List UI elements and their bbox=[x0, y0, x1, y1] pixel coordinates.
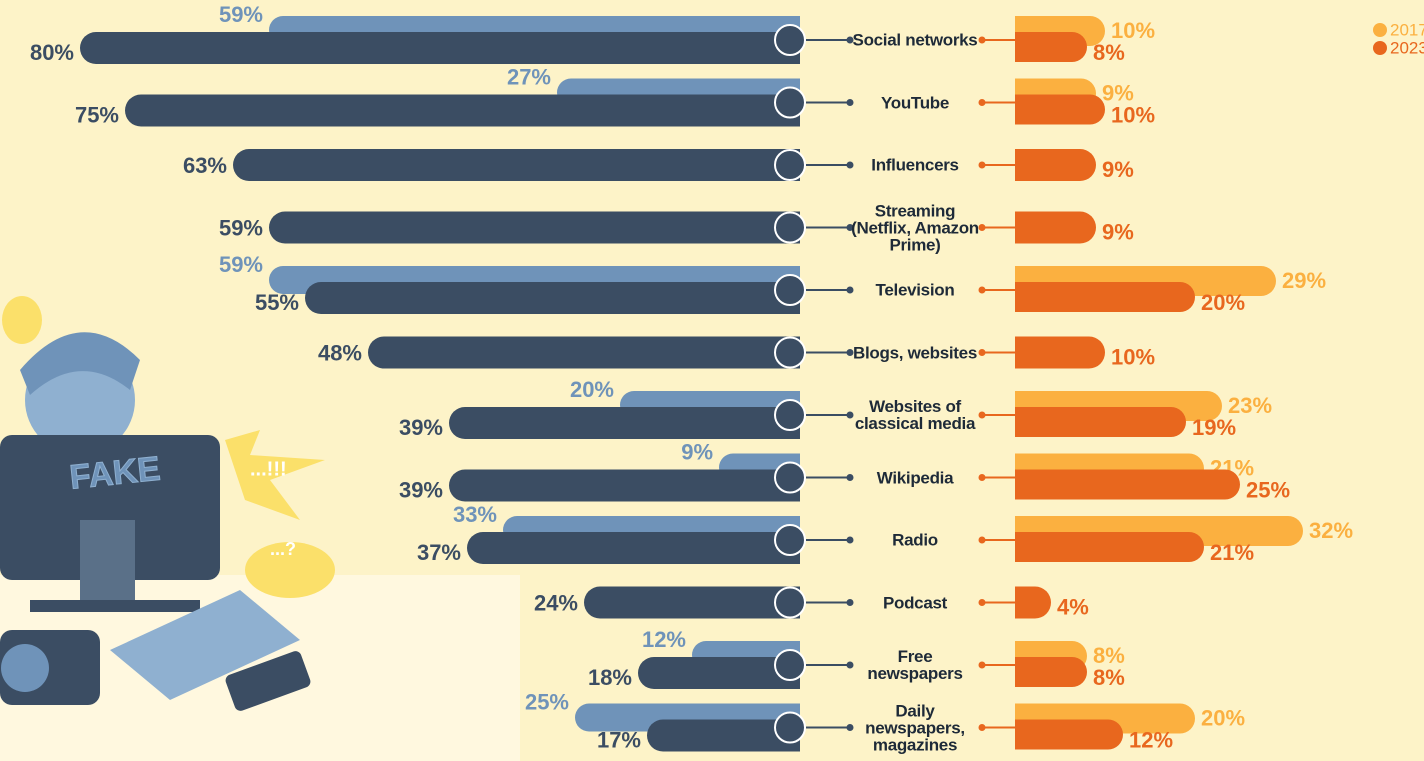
value-label: 10% bbox=[1111, 102, 1155, 127]
connector-dot bbox=[979, 662, 986, 669]
bar bbox=[1015, 282, 1195, 312]
bar bbox=[269, 212, 800, 244]
connector-dot bbox=[979, 474, 986, 481]
value-label: 19% bbox=[1192, 415, 1236, 440]
icon bbox=[775, 213, 805, 243]
connector-dot bbox=[979, 162, 986, 169]
value-label: 20% bbox=[1201, 290, 1245, 315]
category-label: Blogs, websites bbox=[853, 344, 978, 361]
value-label: 59% bbox=[219, 252, 263, 277]
value-label: 32% bbox=[1309, 518, 1353, 543]
annotation: ...!!! bbox=[250, 458, 287, 480]
icon bbox=[775, 338, 805, 368]
icon bbox=[775, 275, 805, 305]
icon bbox=[775, 150, 805, 180]
bar bbox=[1015, 212, 1096, 244]
value-label: 21% bbox=[1210, 540, 1254, 565]
bar bbox=[1015, 337, 1105, 369]
value-label: 48% bbox=[318, 340, 362, 365]
annotation: ...? bbox=[270, 539, 296, 559]
value-label: 24% bbox=[534, 590, 578, 615]
connector-dot bbox=[979, 537, 986, 544]
value-label: 39% bbox=[399, 477, 443, 502]
icon bbox=[775, 525, 805, 555]
category-label: Daily newspapers, magazines bbox=[845, 702, 985, 753]
value-label: 25% bbox=[1246, 477, 1290, 502]
icon bbox=[775, 650, 805, 680]
value-label: 9% bbox=[1102, 157, 1134, 182]
bar bbox=[1015, 657, 1087, 687]
connector-dot bbox=[979, 349, 986, 356]
value-label: 20% bbox=[570, 377, 614, 402]
bar bbox=[1015, 720, 1123, 750]
bar bbox=[233, 149, 800, 181]
value-label: 27% bbox=[507, 64, 551, 89]
icon bbox=[775, 713, 805, 743]
legend-label: 2017 bbox=[1390, 20, 1424, 39]
category-label: Websites of classical media bbox=[845, 398, 985, 432]
category-label: Free newspapers bbox=[853, 648, 978, 682]
bar bbox=[1015, 470, 1240, 500]
icon bbox=[775, 463, 805, 493]
bar bbox=[1015, 587, 1051, 619]
legend-label: 2023 bbox=[1390, 38, 1424, 57]
bar bbox=[1015, 32, 1087, 62]
icon bbox=[775, 25, 805, 55]
value-label: 18% bbox=[588, 665, 632, 690]
bar bbox=[449, 470, 800, 502]
value-label: 4% bbox=[1057, 594, 1089, 619]
bar bbox=[467, 532, 800, 564]
category-label: Influencers bbox=[853, 157, 978, 174]
bar bbox=[584, 587, 800, 619]
icon bbox=[775, 400, 805, 430]
category-label: Wikipedia bbox=[853, 469, 978, 486]
icon bbox=[775, 588, 805, 618]
category-label: Podcast bbox=[853, 594, 978, 611]
value-label: 55% bbox=[255, 290, 299, 315]
bar bbox=[1015, 95, 1105, 125]
value-label: 39% bbox=[399, 415, 443, 440]
bar bbox=[1015, 149, 1096, 181]
value-label: 12% bbox=[642, 627, 686, 652]
bar bbox=[1015, 407, 1186, 437]
value-label: 59% bbox=[219, 2, 263, 27]
connector-dot bbox=[979, 99, 986, 106]
chart: FAKE ...!!! ...? 59%80%10%8%27%75%9%10%6… bbox=[0, 0, 1424, 761]
value-label: 8% bbox=[1093, 40, 1125, 65]
value-label: 17% bbox=[597, 727, 641, 752]
connector-dot bbox=[979, 37, 986, 44]
value-label: 63% bbox=[183, 153, 227, 178]
value-label: 33% bbox=[453, 502, 497, 527]
value-label: 20% bbox=[1201, 705, 1245, 730]
value-label: 8% bbox=[1093, 665, 1125, 690]
bar bbox=[305, 282, 800, 314]
legend-swatch bbox=[1373, 23, 1387, 37]
bar bbox=[368, 337, 800, 369]
value-label: 9% bbox=[681, 439, 713, 464]
category-label: Television bbox=[853, 282, 978, 299]
value-label: 12% bbox=[1129, 727, 1173, 752]
category-label: Streaming (Netflix, Amazon Prime) bbox=[845, 202, 985, 253]
connector-dot bbox=[979, 599, 986, 606]
category-label: Social networks bbox=[853, 32, 978, 49]
value-label: 29% bbox=[1282, 268, 1326, 293]
value-label: 59% bbox=[219, 215, 263, 240]
icon bbox=[775, 88, 805, 118]
value-label: 80% bbox=[30, 40, 74, 65]
legend-swatch bbox=[1373, 41, 1387, 55]
infographic: FAKE ...!!! ...? 59%80%10%8%27%75%9%10%6… bbox=[0, 0, 1424, 761]
value-label: 75% bbox=[75, 102, 119, 127]
connector-dot bbox=[979, 287, 986, 294]
bar bbox=[449, 407, 800, 439]
value-label: 10% bbox=[1111, 344, 1155, 369]
value-label: 37% bbox=[417, 540, 461, 565]
value-label: 9% bbox=[1102, 219, 1134, 244]
category-label: YouTube bbox=[853, 94, 978, 111]
bar bbox=[1015, 532, 1204, 562]
bar bbox=[125, 95, 800, 127]
category-label: Radio bbox=[853, 532, 978, 549]
value-label: 25% bbox=[525, 689, 569, 714]
bar bbox=[80, 32, 800, 64]
